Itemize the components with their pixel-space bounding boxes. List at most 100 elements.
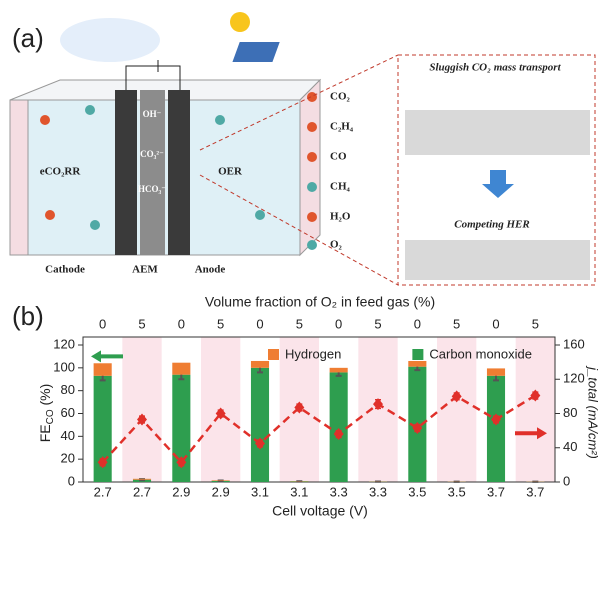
y2-axis-title: j_total (mA/cm²) [586, 365, 601, 459]
molecule [85, 105, 95, 115]
top-tick-label: 5 [296, 316, 303, 331]
axis-arrow [515, 427, 547, 440]
zoom-line [199, 54, 399, 286]
bar-segment [329, 367, 348, 373]
molecules [40, 105, 265, 230]
top-tick-label: 0 [178, 316, 185, 331]
line-marker [412, 422, 423, 435]
line-marker [530, 389, 541, 402]
ion-label: CO₃²⁻ [140, 149, 164, 159]
panel-label: (b) [12, 301, 44, 331]
ion-label: HCO₃⁻ [138, 184, 166, 194]
highlight-band [437, 337, 477, 482]
x-tick-label: 3.1 [290, 484, 308, 499]
legend-icon [307, 92, 317, 102]
bar-segment [172, 362, 191, 375]
legend-icon [307, 152, 317, 162]
cloud-icon [60, 18, 160, 62]
inset-label: Sluggish CO₂ mass transport [429, 62, 561, 74]
ion-label: OH⁻ [143, 109, 162, 119]
y-tick-label: 80 [61, 382, 75, 397]
highlight-band [122, 337, 162, 482]
legend-label: CH₄ [330, 181, 351, 193]
bar-segment [250, 360, 270, 368]
y-tick-label: 100 [53, 359, 75, 374]
line-marker [294, 401, 305, 414]
legend-icon [307, 212, 317, 222]
y-tick-label: 60 [61, 405, 75, 420]
circuit [125, 60, 181, 90]
bar-segment [132, 478, 152, 480]
sun-icon [230, 12, 250, 32]
x-tick-label: 3.3 [330, 484, 348, 499]
x-tick-label: 2.7 [133, 484, 151, 499]
line-marker [215, 407, 226, 420]
x-tick-label: 3.7 [487, 484, 505, 499]
y-tick-label: 0 [68, 473, 75, 488]
molecule [45, 210, 55, 220]
y-tick-label: 120 [53, 336, 75, 351]
top-tick-label: 0 [335, 316, 342, 331]
legend-label: C₂H₄ [330, 121, 354, 133]
x-tick-label: 2.9 [212, 484, 230, 499]
plot-frame [82, 336, 556, 483]
x-tick-label: 3.7 [526, 484, 544, 499]
x-tick-label: 3.1 [251, 484, 269, 499]
cell-label: OER [218, 166, 243, 178]
legend-label: Hydrogen [285, 346, 341, 361]
top-tick-label: 5 [217, 316, 224, 331]
molecule [90, 220, 100, 230]
y2-tick-label: 80 [563, 405, 577, 420]
bar-segment [486, 375, 506, 482]
legend-label: Carbon monoxide [429, 346, 532, 361]
legend-icon [307, 122, 317, 132]
x-tick-label: 2.7 [94, 484, 112, 499]
legend-label: O₂ [330, 239, 343, 251]
y2-tick-label: 120 [563, 371, 585, 386]
cell-label: eCO₂RR [40, 166, 82, 178]
solar-panel [232, 42, 280, 62]
x-axis-title: Cell voltage (V) [272, 503, 368, 519]
x-tick-label: 3.5 [448, 484, 466, 499]
axis-arrow [91, 350, 123, 363]
legend-icon [307, 240, 317, 250]
line-marker [451, 390, 462, 403]
bar-segment [486, 368, 506, 376]
bar-segment [93, 363, 112, 376]
top-tick-label: 0 [256, 316, 263, 331]
cell-label: Anode [195, 264, 226, 276]
y2-tick-label: 160 [563, 336, 585, 351]
cell-label: Cathode [45, 264, 85, 276]
top-tick-label: 0 [492, 316, 499, 331]
top-axis-title: Volume fraction of O₂ in feed gas (%) [205, 294, 435, 310]
down-arrow [482, 170, 514, 198]
line-marker [491, 413, 501, 426]
catalyst-layer [405, 110, 590, 155]
y2-tick-label: 0 [563, 473, 570, 488]
x-tick-label: 3.5 [408, 484, 426, 499]
cathode-electrode [115, 90, 137, 255]
y2-tick-label: 40 [563, 439, 577, 454]
line-marker [373, 398, 383, 411]
legend-label: CO [330, 151, 347, 163]
molecule [40, 115, 50, 125]
line-marker [137, 413, 147, 426]
legend-swatch [268, 349, 279, 360]
end-plate [9, 99, 29, 256]
line-series [101, 394, 536, 465]
y-axis-title-sub: CO [45, 409, 56, 424]
bar-segment [250, 367, 270, 482]
inset-label: Competing HER [454, 219, 530, 231]
x-tick-label: 2.9 [172, 484, 190, 499]
membrane [140, 90, 165, 255]
line-marker [97, 456, 108, 469]
legend-label: H₂O [330, 211, 351, 223]
molecule [255, 210, 265, 220]
y-tick-label: 20 [61, 451, 75, 466]
line-marker [333, 428, 344, 441]
chart: (b) Volume fraction of O₂ in feed gas (%… [12, 294, 601, 519]
bar-segment [211, 480, 230, 481]
legend-label: CO₂ [330, 91, 351, 103]
molecule [215, 115, 225, 125]
